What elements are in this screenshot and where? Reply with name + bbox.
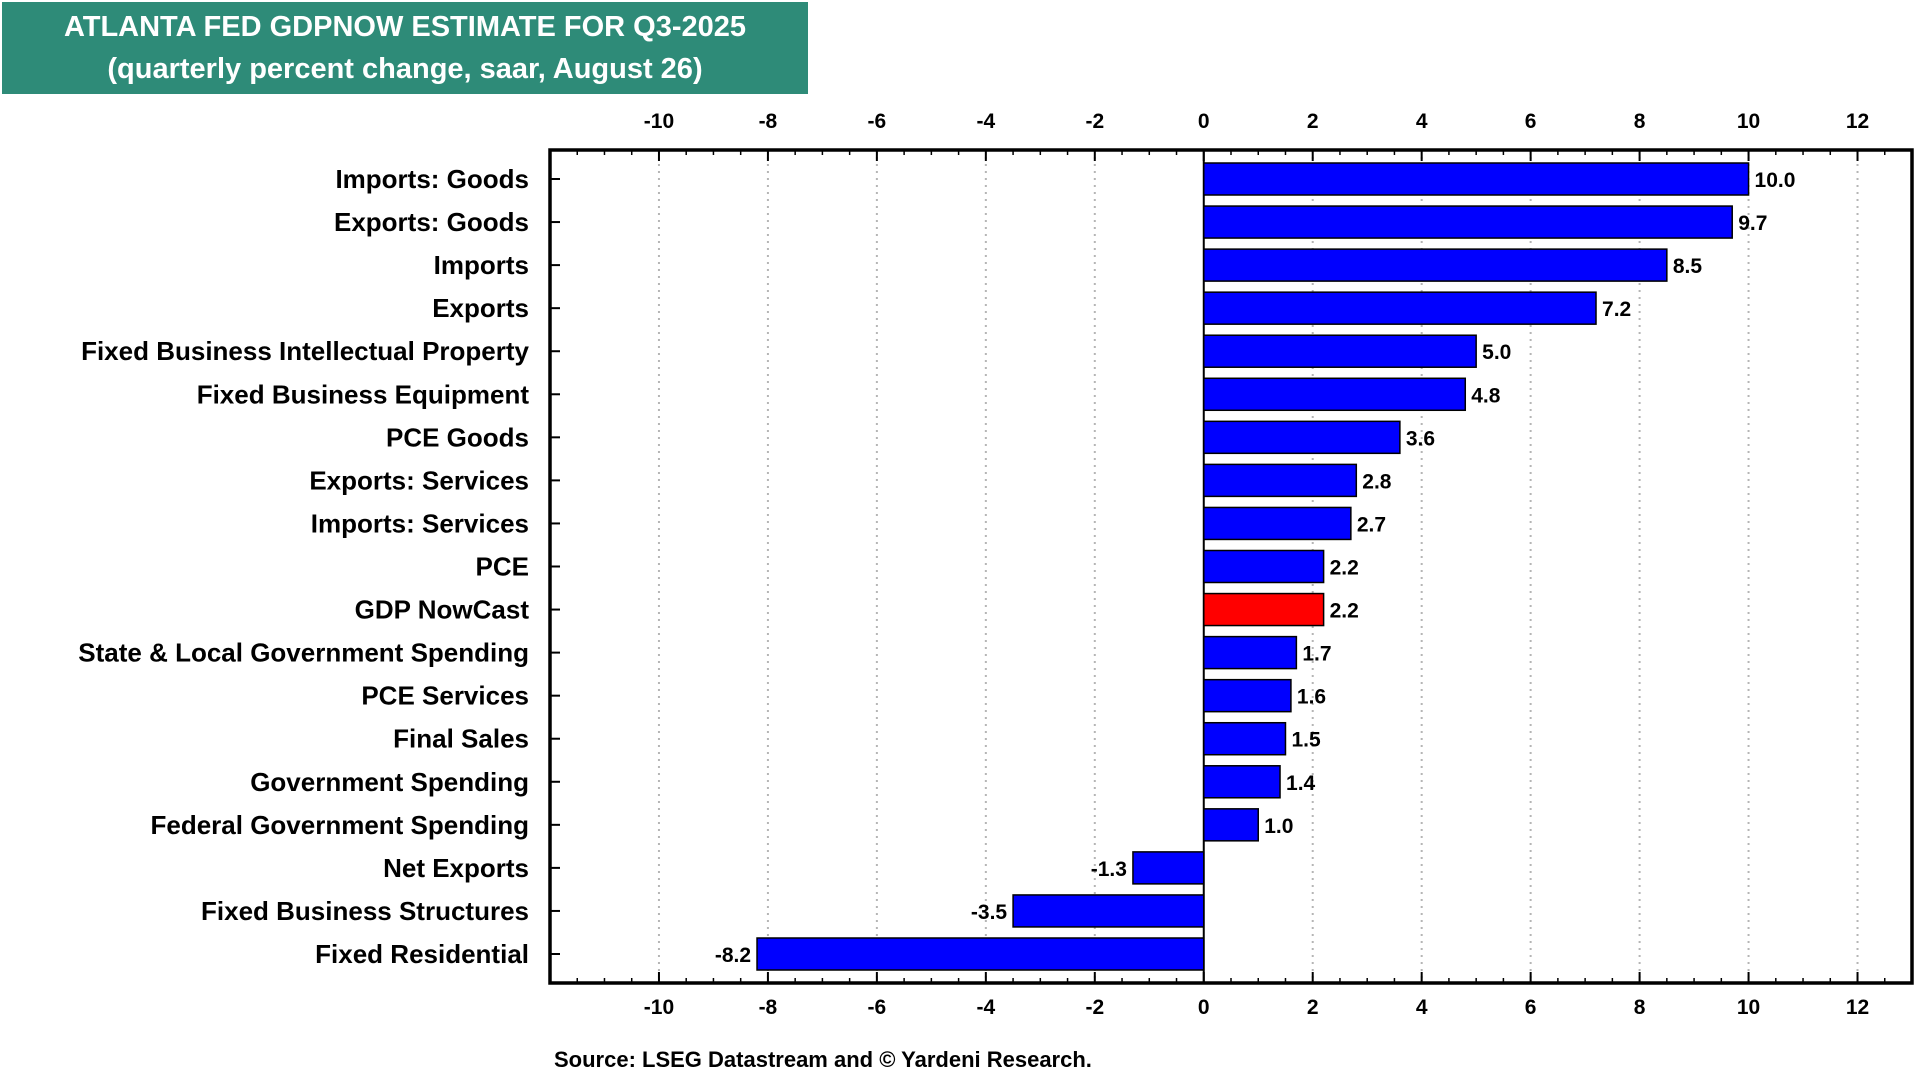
x-tick-label-top: -2 (1085, 110, 1104, 133)
data-label: -1.3 (1091, 858, 1127, 881)
x-tick-label-top: -10 (644, 110, 674, 133)
bar (1203, 549, 1325, 584)
data-label: 5.0 (1482, 341, 1511, 364)
x-tick-label-bottom: -6 (868, 996, 887, 1019)
plot-frame (548, 148, 1914, 985)
data-label: 9.7 (1738, 212, 1767, 235)
bar (1012, 894, 1205, 928)
x-tick-label-bottom: 2 (1307, 996, 1319, 1019)
category-label: Exports (432, 293, 529, 323)
data-label: 2.7 (1357, 513, 1386, 536)
data-label: -3.5 (971, 901, 1008, 924)
category-label: Fixed Business Intellectual Property (81, 336, 529, 366)
data-label: 1.7 (1302, 643, 1331, 666)
x-tick-label-bottom: 6 (1525, 996, 1537, 1019)
bar (1203, 377, 1467, 412)
x-tick-label-bottom: -4 (976, 996, 995, 1019)
x-tick-label-top: 8 (1634, 110, 1646, 133)
data-label: 2.8 (1362, 470, 1392, 493)
x-tick-label-top: 10 (1737, 110, 1760, 133)
data-label: 1.6 (1297, 686, 1326, 709)
category-label: Fixed Business Equipment (197, 379, 530, 409)
data-label: -8.2 (715, 944, 751, 967)
bar (1203, 808, 1259, 842)
category-label: Fixed Business Structures (201, 896, 529, 926)
x-tick-label-top: 2 (1307, 110, 1319, 133)
x-tick-label-bottom: 8 (1634, 996, 1646, 1019)
category-label: Fixed Residential (315, 939, 529, 969)
category-label: PCE Services (361, 681, 529, 711)
bar (1132, 851, 1205, 885)
x-tick-label-bottom: -8 (759, 996, 778, 1019)
category-label: State & Local Government Spending (78, 638, 529, 668)
chart-title: ATLANTA FED GDPNOW ESTIMATE FOR Q3-2025 (63, 11, 747, 43)
chart-title-box: ATLANTA FED GDPNOW ESTIMATE FOR Q3-2025 … (2, 2, 808, 94)
category-label: Final Sales (393, 724, 529, 754)
bar (1203, 765, 1281, 799)
category-label: Federal Government Spending (150, 810, 529, 840)
category-label: Net Exports (383, 853, 529, 883)
bar (1203, 162, 1750, 196)
category-label: Imports: Services (311, 508, 529, 538)
data-label: 4.8 (1471, 384, 1501, 407)
category-label: Exports: Goods (334, 207, 529, 237)
bar (756, 937, 1205, 971)
bar (1203, 592, 1325, 627)
x-tick-label-bottom: -2 (1085, 996, 1104, 1019)
x-tick-label-bottom: 12 (1846, 996, 1869, 1019)
data-label: 3.6 (1406, 427, 1435, 450)
bar (1203, 463, 1358, 498)
x-tick-label-bottom: -10 (644, 996, 674, 1019)
x-tick-label-bottom: 10 (1737, 996, 1760, 1019)
bar (1203, 248, 1668, 282)
source-note: Source: LSEG Datastream and © Yardeni Re… (554, 1047, 1092, 1072)
data-label: 2.2 (1330, 600, 1359, 623)
bar (1203, 334, 1477, 368)
bar (1203, 721, 1287, 756)
category-label: GDP NowCast (355, 595, 530, 625)
bar (1203, 635, 1298, 670)
x-tick-label-top: 0 (1198, 110, 1210, 133)
data-label: 10.0 (1755, 169, 1796, 192)
x-tick-label-top: -4 (976, 110, 995, 133)
category-label: Exports: Services (309, 465, 529, 495)
bar (1203, 205, 1733, 239)
category-label: PCE Goods (386, 422, 529, 452)
data-label: 7.2 (1602, 298, 1631, 321)
x-tick-label-top: -8 (759, 110, 778, 133)
data-label: 1.0 (1264, 815, 1293, 838)
x-tick-label-top: -6 (868, 110, 887, 133)
data-label: 8.5 (1673, 255, 1703, 278)
category-label: Imports: Goods (335, 164, 529, 194)
x-tick-label-top: 12 (1846, 110, 1869, 133)
chart-subtitle: (quarterly percent change, saar, August … (107, 53, 703, 85)
bar (1203, 678, 1292, 713)
bar (1203, 506, 1352, 541)
bar (1203, 291, 1597, 325)
bar (1203, 420, 1401, 455)
data-label: 1.5 (1291, 729, 1321, 752)
x-tick-label-top: 4 (1416, 110, 1428, 133)
data-label: 2.2 (1330, 557, 1359, 580)
category-label: PCE (476, 552, 529, 582)
category-label: Government Spending (250, 767, 529, 797)
x-tick-label-bottom: 0 (1198, 996, 1210, 1019)
x-tick-label-top: 6 (1525, 110, 1537, 133)
x-tick-label-bottom: 4 (1416, 996, 1428, 1019)
category-label: Imports (434, 250, 529, 280)
data-label: 1.4 (1286, 772, 1316, 795)
